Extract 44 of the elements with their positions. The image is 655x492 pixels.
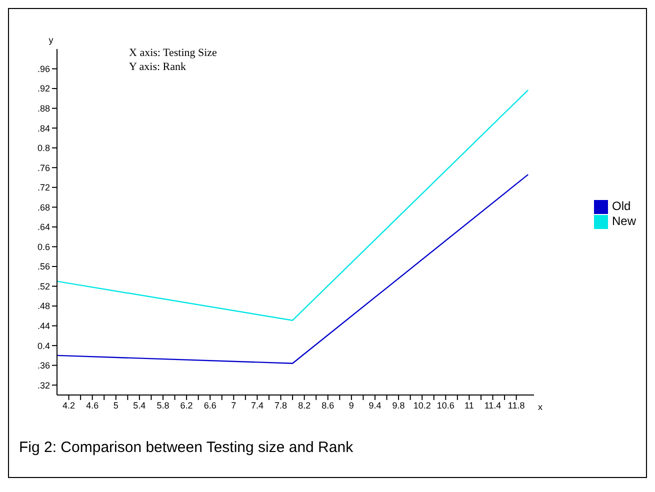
x-tick-label: 8.2 (298, 400, 311, 410)
legend-label: New (612, 214, 636, 228)
x-tick-label: 7.4 (250, 400, 264, 410)
x-tick-label: 9 (348, 400, 354, 410)
annotation: X axis: Testing Size (129, 47, 217, 59)
x-tick-label: 7.8 (274, 400, 288, 410)
y-tick-label: .64 (37, 222, 50, 232)
y-tick-label: .44 (37, 320, 50, 331)
y-tick-label: 0.4 (37, 340, 50, 351)
y-tick-label: .32 (37, 380, 50, 390)
y-tick-label: .56 (37, 262, 50, 272)
y-tick-label: .68 (37, 202, 50, 212)
legend-label: Old (612, 199, 631, 214)
y-tick-label: .36 (37, 360, 50, 371)
y-tick-label: .88 (37, 104, 50, 114)
x-tick-label: 11.4 (484, 400, 502, 410)
annotation: Y axis: Rank (129, 61, 186, 73)
x-tick-label: 9.4 (368, 400, 382, 410)
x-tick-label: 7 (231, 400, 236, 410)
x-tick-label: 9.8 (392, 400, 405, 410)
y-tick-label: .76 (37, 162, 50, 173)
y-tick-label: .48 (37, 301, 50, 312)
y-tick-label: .84 (37, 123, 50, 134)
x-tick-label: 5 (113, 400, 118, 410)
x-tick-label: 6.6 (204, 400, 216, 410)
y-tick-label: 0.8 (37, 143, 50, 154)
x-tick-label: 4.2 (62, 400, 76, 410)
y-tick-label: .96 (37, 64, 50, 74)
y-tick-label: .92 (37, 84, 50, 94)
x-tick-label: 10.6 (436, 400, 454, 410)
y-tick-label: 0.6 (37, 242, 50, 252)
x-tick-label: 6.2 (180, 400, 193, 410)
x-tick-label: 8.6 (322, 400, 334, 410)
x-tick-label: 4.6 (86, 400, 99, 410)
y-tick-label: .72 (37, 182, 50, 193)
y-tick-label: .52 (37, 281, 50, 292)
x-tick-label: 5.4 (133, 400, 146, 410)
x-axis-title: x (538, 402, 543, 412)
x-tick-label: 11 (464, 400, 474, 410)
x-tick-label: 10.2 (413, 400, 431, 410)
caption: Fig 2: Comparison between Testing size and Rank (19, 439, 354, 456)
x-tick-label: 5.8 (156, 400, 170, 410)
x-tick-label: 11.8 (508, 400, 525, 410)
y-axis-title: y (48, 35, 54, 45)
